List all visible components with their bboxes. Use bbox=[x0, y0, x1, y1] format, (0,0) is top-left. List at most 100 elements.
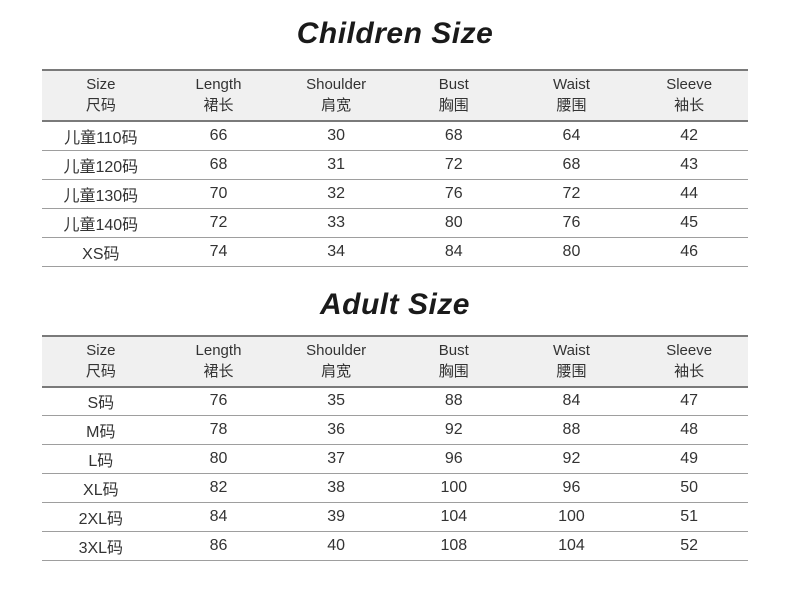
measurement-cell: 84 bbox=[159, 502, 278, 532]
measurement-cell: 82 bbox=[159, 473, 278, 503]
measurement-cell: 39 bbox=[277, 502, 395, 532]
column-header-english: Shoulder bbox=[306, 76, 367, 93]
measurement-cell: 92 bbox=[512, 444, 631, 474]
column-header-chinese: 腰围 bbox=[556, 362, 587, 380]
measurement-cell: 68 bbox=[394, 121, 513, 151]
column-header-chinese: 胸围 bbox=[438, 362, 469, 380]
measurement-cell: 49 bbox=[630, 444, 748, 474]
column-header-waist: Waist 腰围 bbox=[512, 334, 631, 388]
size-label-cell: 儿童110码 bbox=[42, 121, 160, 151]
column-header-chinese: 尺码 bbox=[85, 97, 116, 114]
measurement-cell: 76 bbox=[394, 179, 513, 209]
measurement-cell: 104 bbox=[394, 502, 513, 532]
measurement-cell: 45 bbox=[630, 208, 748, 238]
measurement-cell: 37 bbox=[277, 444, 395, 474]
measurement-cell: 76 bbox=[512, 208, 631, 238]
table-row: 儿童130码 70 32 76 72 44 bbox=[42, 179, 748, 209]
column-header-chinese: 裙长 bbox=[203, 97, 234, 114]
column-header-english: Bust bbox=[438, 76, 469, 93]
column-header-length: Length 裙长 bbox=[159, 69, 278, 122]
size-label-cell: 2XL码 bbox=[42, 502, 160, 532]
measurement-cell: 30 bbox=[277, 121, 395, 151]
column-header-chinese: 袖长 bbox=[674, 362, 705, 380]
measurement-cell: 92 bbox=[394, 415, 513, 445]
column-header-chinese: 尺码 bbox=[85, 362, 116, 380]
size-label-cell: L码 bbox=[42, 444, 160, 474]
children-size-section: Children Size Size 尺码 Length 裙长 Shoulder 肩宽 Bu… bbox=[0, 12, 790, 267]
column-header-shoulder: Shoulder 肩宽 bbox=[277, 69, 395, 122]
column-header-length: Length 裙长 bbox=[159, 334, 278, 388]
measurement-cell: 35 bbox=[277, 386, 395, 416]
measurement-cell: 72 bbox=[512, 179, 631, 209]
measurement-cell: 104 bbox=[512, 531, 631, 561]
size-label-cell: S码 bbox=[42, 386, 160, 416]
size-label-cell: XL码 bbox=[42, 473, 160, 503]
measurement-cell: 38 bbox=[277, 473, 395, 503]
measurement-cell: 96 bbox=[512, 473, 631, 503]
table-row: S码 76 35 88 84 47 bbox=[42, 386, 748, 416]
measurement-cell: 33 bbox=[277, 208, 395, 238]
column-header-chinese: 胸围 bbox=[438, 97, 469, 114]
column-header-english: Shoulder bbox=[306, 341, 367, 359]
measurement-cell: 84 bbox=[512, 386, 631, 416]
table-row: 儿童110码 66 30 68 64 42 bbox=[42, 121, 748, 151]
measurement-cell: 96 bbox=[394, 444, 513, 474]
adult-size-section: Adult Size Size 尺码 Length 裙长 Shoulder 肩宽 Bust 胸… bbox=[0, 283, 790, 561]
measurement-cell: 66 bbox=[159, 121, 278, 151]
size-label-cell: M码 bbox=[42, 415, 160, 445]
column-header-chinese: 肩宽 bbox=[321, 362, 352, 380]
measurement-cell: 88 bbox=[512, 415, 631, 445]
measurement-cell: 100 bbox=[394, 473, 513, 503]
column-header-english: Length bbox=[195, 76, 242, 93]
table-row: 2XL码 84 39 104 100 51 bbox=[42, 502, 748, 532]
measurement-cell: 46 bbox=[630, 237, 748, 267]
header-row: Size 尺码 Length 裙长 Shoulder 肩宽 Bust 胸围 Waist 腰围 Sle… bbox=[42, 334, 748, 388]
measurement-cell: 52 bbox=[630, 531, 748, 561]
measurement-cell: 68 bbox=[159, 150, 278, 180]
measurement-cell: 44 bbox=[630, 179, 748, 209]
size-label-cell: 儿童130码 bbox=[42, 179, 160, 209]
table-row: M码 78 36 92 88 48 bbox=[42, 415, 748, 445]
column-header-english: Bust bbox=[438, 341, 469, 359]
column-header-english: Length bbox=[195, 341, 242, 359]
measurement-cell: 70 bbox=[159, 179, 278, 209]
column-header-chinese: 腰围 bbox=[556, 97, 587, 114]
measurement-cell: 88 bbox=[394, 386, 513, 416]
column-header-english: Sleeve bbox=[666, 341, 713, 359]
column-header-chinese: 裙长 bbox=[203, 362, 234, 380]
table-row: XS码 74 34 84 80 46 bbox=[42, 237, 748, 267]
column-header-bust: Bust 胸围 bbox=[394, 334, 513, 388]
measurement-cell: 64 bbox=[512, 121, 631, 151]
measurement-cell: 40 bbox=[277, 531, 395, 561]
measurement-cell: 32 bbox=[277, 179, 395, 209]
column-header-sleeve: Sleeve 袖长 bbox=[630, 334, 748, 388]
column-header-size: Size 尺码 bbox=[42, 334, 160, 388]
measurement-cell: 42 bbox=[630, 121, 748, 151]
measurement-cell: 80 bbox=[512, 237, 631, 267]
measurement-cell: 80 bbox=[159, 444, 278, 474]
adult-size-table: Size 尺码 Length 裙长 Shoulder 肩宽 Bust 胸围 Waist 腰围 Sle… bbox=[42, 334, 748, 561]
measurement-cell: 51 bbox=[630, 502, 748, 532]
column-header-chinese: 袖长 bbox=[674, 97, 705, 114]
children-size-title: Children Size bbox=[296, 17, 494, 50]
measurement-cell: 74 bbox=[159, 237, 278, 267]
column-header-sleeve: Sleeve 袖长 bbox=[630, 69, 748, 122]
adult-size-title: Adult Size bbox=[319, 287, 470, 321]
children-size-table: Size 尺码 Length 裙长 Shoulder 肩宽 Bust 胸围 Waist 腰围 Sle… bbox=[42, 69, 748, 267]
table-row: 儿童140码 72 33 80 76 45 bbox=[42, 208, 748, 238]
measurement-cell: 86 bbox=[159, 531, 278, 561]
measurement-cell: 34 bbox=[277, 237, 395, 267]
column-header-bust: Bust 胸围 bbox=[394, 69, 513, 122]
measurement-cell: 72 bbox=[159, 208, 278, 238]
measurement-cell: 80 bbox=[394, 208, 513, 238]
measurement-cell: 31 bbox=[277, 150, 395, 180]
column-header-size: Size 尺码 bbox=[42, 69, 160, 122]
column-header-chinese: 肩宽 bbox=[321, 97, 352, 114]
table-row: 儿童120码 68 31 72 68 43 bbox=[42, 150, 748, 180]
measurement-cell: 84 bbox=[394, 237, 513, 267]
measurement-cell: 72 bbox=[394, 150, 513, 180]
table-row: 3XL码 86 40 108 104 52 bbox=[42, 531, 748, 561]
column-header-english: Waist bbox=[552, 76, 590, 93]
column-header-waist: Waist 腰围 bbox=[512, 69, 631, 122]
